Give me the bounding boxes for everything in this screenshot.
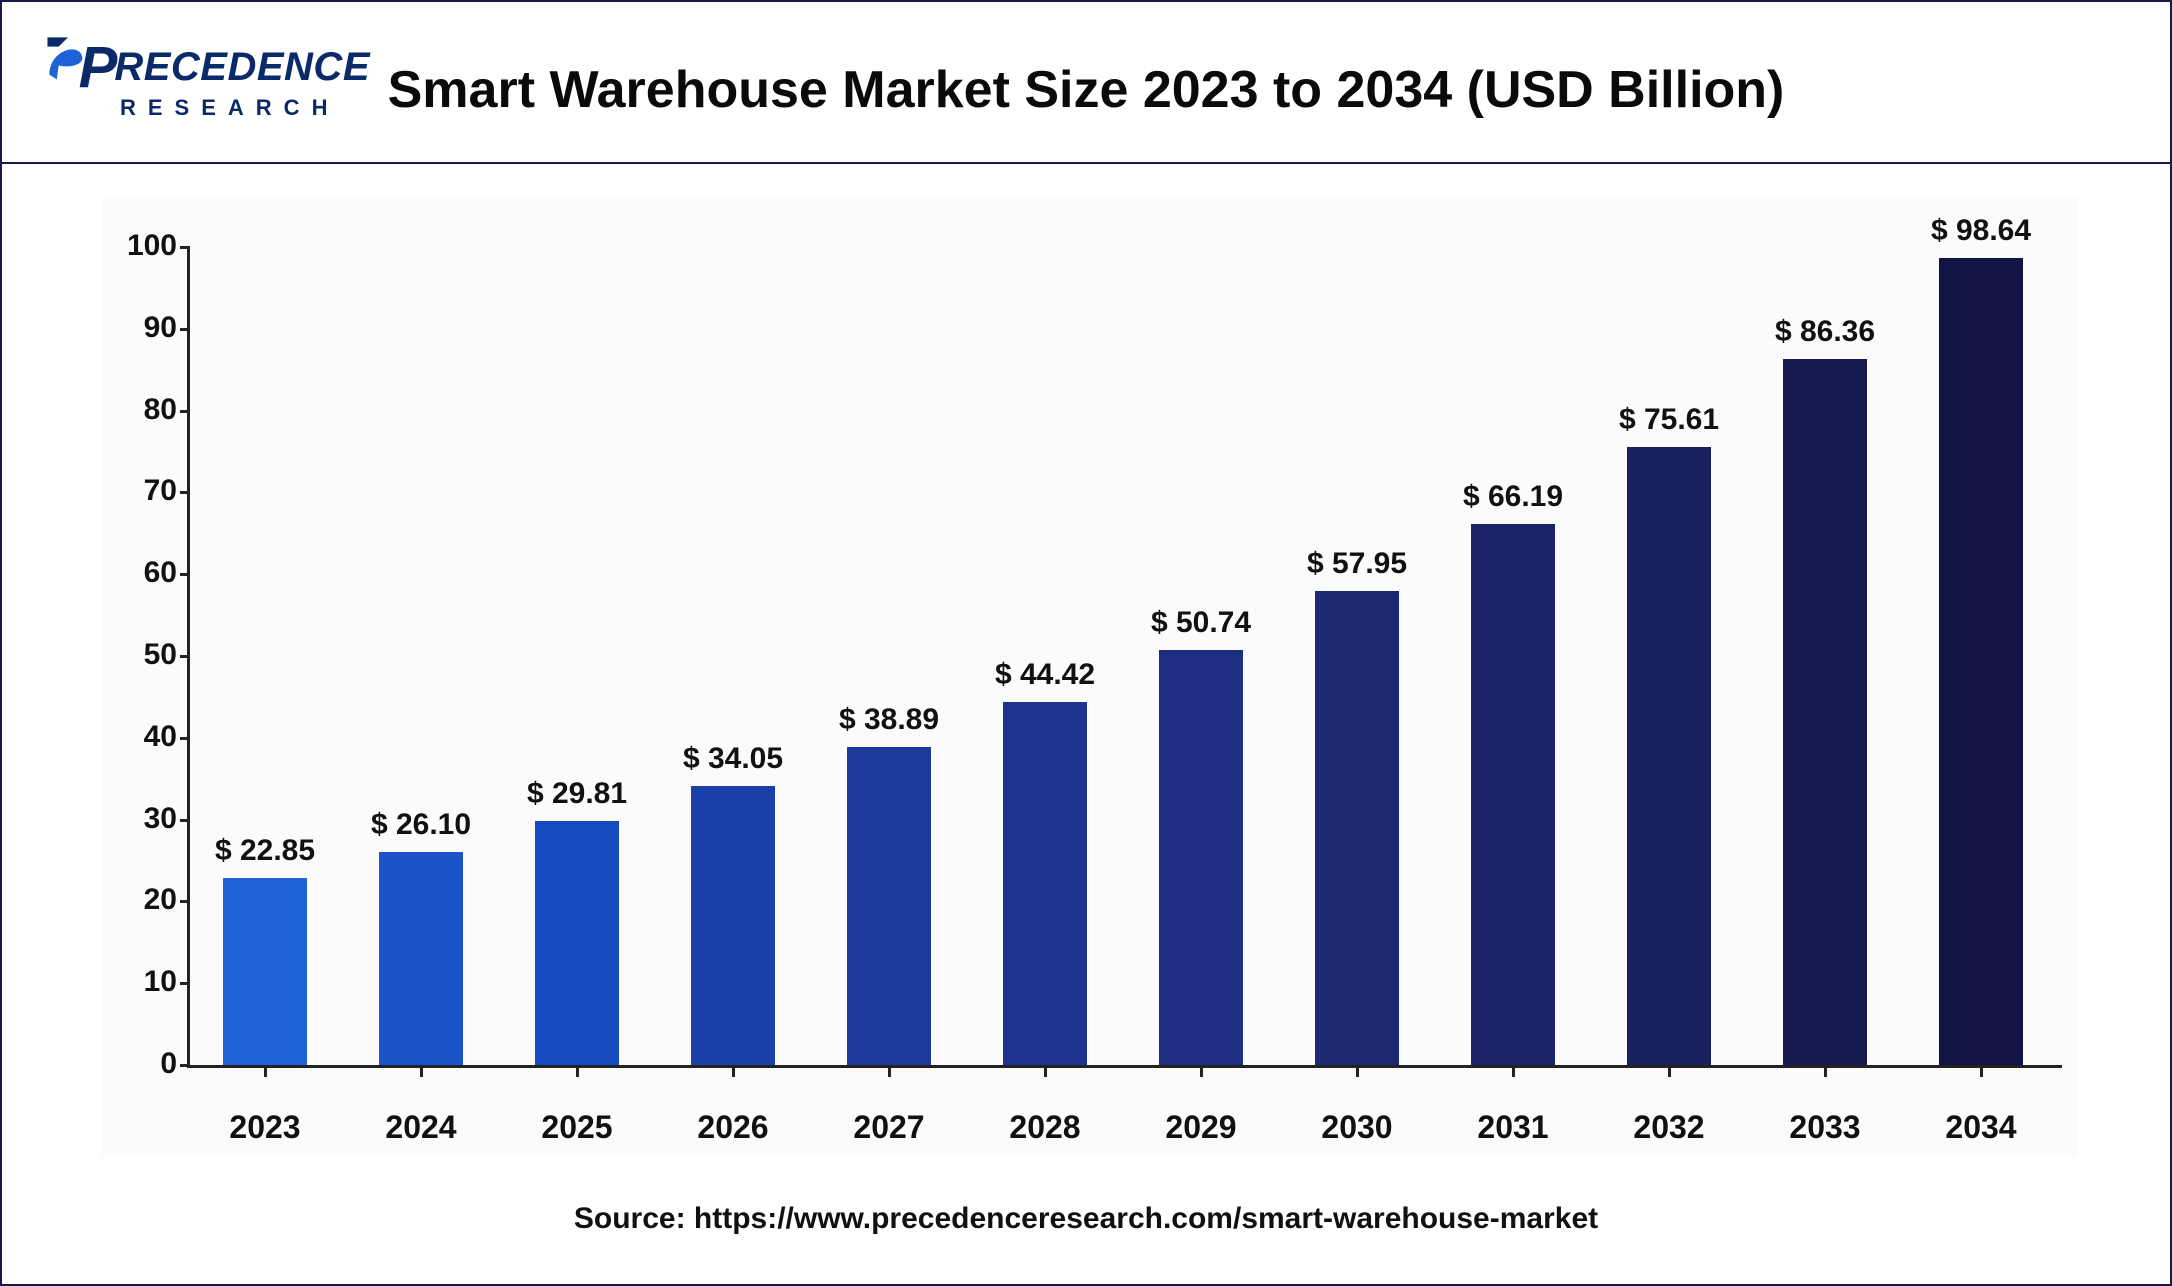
bar-group: $ 34.05: [655, 247, 811, 1065]
bar: [1939, 258, 2023, 1065]
x-tick-mark: [1044, 1065, 1047, 1077]
bar: [1627, 447, 1711, 1065]
x-tick-mark: [420, 1065, 423, 1077]
bar-value-label: $ 29.81: [499, 777, 655, 811]
chart-frame: P RECEDENCE RESEARCH Smart Warehouse Mar…: [0, 0, 2172, 1286]
x-tick-mark: [732, 1065, 735, 1077]
bar-group: $ 26.10: [343, 247, 499, 1065]
x-tick-label: 2029: [1123, 1109, 1279, 1146]
bar-value-label: $ 34.05: [655, 742, 811, 776]
x-tick-label: 2031: [1435, 1109, 1591, 1146]
bar-group: $ 29.81: [499, 247, 655, 1065]
x-tick-mark: [576, 1065, 579, 1077]
bar: [1003, 702, 1087, 1065]
x-tick-mark: [1200, 1065, 1203, 1077]
bar-group: $ 75.61: [1591, 247, 1747, 1065]
x-tick-label: 2027: [811, 1109, 967, 1146]
y-tick-label: 0: [107, 1047, 177, 1081]
bar-value-label: $ 50.74: [1123, 606, 1279, 640]
title-divider: [2, 162, 2170, 164]
bar: [223, 878, 307, 1065]
x-tick-label: 2034: [1903, 1109, 2059, 1146]
bar: [1315, 591, 1399, 1065]
x-tick-label: 2024: [343, 1109, 499, 1146]
bar-group: $ 66.19: [1435, 247, 1591, 1065]
bar-group: $ 86.36: [1747, 247, 1903, 1065]
bar-value-label: $ 86.36: [1747, 315, 1903, 349]
chart-title: Smart Warehouse Market Size 2023 to 2034…: [2, 60, 2170, 120]
bar-group: $ 50.74: [1123, 247, 1279, 1065]
bar: [847, 747, 931, 1065]
bar-group: $ 38.89: [811, 247, 967, 1065]
plot-area: 0102030405060708090100 $ 22.85$ 26.10$ 2…: [102, 197, 2077, 1157]
bar-value-label: $ 44.42: [967, 658, 1123, 692]
source-text: Source: https://www.precedenceresearch.c…: [2, 1202, 2170, 1236]
x-tick-label: 2025: [499, 1109, 655, 1146]
bar-group: $ 57.95: [1279, 247, 1435, 1065]
bar-value-label: $ 75.61: [1591, 403, 1747, 437]
x-tick-mark: [1512, 1065, 1515, 1077]
y-tick-label: 100: [107, 229, 177, 263]
bar-group: $ 98.64: [1903, 247, 2059, 1065]
bar: [379, 852, 463, 1065]
x-tick-mark: [1668, 1065, 1671, 1077]
y-tick-label: 80: [107, 393, 177, 427]
bar-value-label: $ 98.64: [1903, 214, 2059, 248]
bar-value-label: $ 57.95: [1279, 547, 1435, 581]
bar-group: $ 44.42: [967, 247, 1123, 1065]
y-tick-label: 70: [107, 474, 177, 508]
bar: [691, 786, 775, 1065]
x-tick-mark: [1824, 1065, 1827, 1077]
x-axis-line: [187, 1065, 2062, 1068]
bar: [535, 821, 619, 1065]
y-tick-label: 10: [107, 965, 177, 999]
y-tick-label: 30: [107, 802, 177, 836]
x-tick-label: 2023: [187, 1109, 343, 1146]
y-tick-label: 20: [107, 883, 177, 917]
bar-value-label: $ 26.10: [343, 808, 499, 842]
x-tick-mark: [1980, 1065, 1983, 1077]
bars-container: $ 22.85$ 26.10$ 29.81$ 34.05$ 38.89$ 44.…: [187, 247, 2062, 1065]
bar: [1159, 650, 1243, 1065]
x-tick-label: 2030: [1279, 1109, 1435, 1146]
x-tick-label: 2032: [1591, 1109, 1747, 1146]
x-tick-label: 2026: [655, 1109, 811, 1146]
x-tick-mark: [264, 1065, 267, 1077]
x-tick-mark: [888, 1065, 891, 1077]
y-tick-label: 60: [107, 556, 177, 590]
y-tick-label: 90: [107, 311, 177, 345]
x-tick-label: 2028: [967, 1109, 1123, 1146]
bar-value-label: $ 66.19: [1435, 480, 1591, 514]
bar-group: $ 22.85: [187, 247, 343, 1065]
y-tick-label: 40: [107, 720, 177, 754]
x-tick-label: 2033: [1747, 1109, 1903, 1146]
bar: [1783, 359, 1867, 1065]
y-tick-label: 50: [107, 638, 177, 672]
bar: [1471, 524, 1555, 1065]
bar-value-label: $ 38.89: [811, 703, 967, 737]
bar-value-label: $ 22.85: [187, 834, 343, 868]
x-tick-mark: [1356, 1065, 1359, 1077]
